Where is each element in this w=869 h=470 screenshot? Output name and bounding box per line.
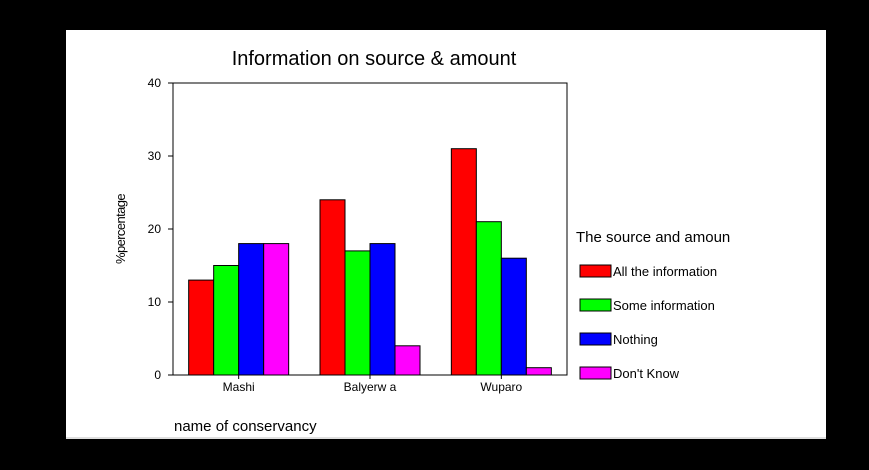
bar-mashi-series-2 [213,265,240,376]
bar-mashi-series-3 [238,243,265,376]
y-axis: 0 10 20 30 40 [148,76,173,382]
x-axis: Mashi Balyerw a Wuparo [223,375,523,394]
bar-mashi-series-1 [188,279,215,376]
legend-label: Some information [613,298,715,313]
x-axis-label: name of conservancy [174,418,317,435]
bar-wuparo-series-1 [450,148,477,376]
bar-wuparo-series-2 [475,221,502,376]
legend-label: Don't Know [613,366,680,381]
y-tick-label: 10 [148,295,162,309]
bar-mashi-series-4 [263,243,290,376]
bar-balyerwa-series-2 [344,250,371,376]
bars-layer [188,148,552,376]
y-tick-label: 30 [148,149,162,163]
bar-balyerwa-series-3 [369,243,396,376]
bar-wuparo-series-3 [500,257,527,376]
legend-label: Nothing [613,332,658,347]
legend-label: All the information [613,264,717,279]
legend-swatch [579,298,612,312]
bar-balyerwa-series-1 [319,199,346,376]
x-tick-label: Mashi [223,380,255,394]
y-axis-label: %percentage [113,194,128,264]
bar-wuparo-series-4 [525,367,552,376]
legend-swatch [579,332,612,346]
x-tick-label: Balyerw a [344,380,397,394]
legend-title: The source and amoun [576,229,730,246]
legend-swatch [579,366,612,380]
legend-swatch [579,264,612,278]
y-tick-label: 40 [148,76,162,90]
y-tick-label: 20 [148,222,162,236]
bar-balyerwa-series-4 [394,345,421,376]
y-tick-label: 0 [154,368,161,382]
x-tick-label: Wuparo [480,380,522,394]
chart-title: Information on source & amount [232,48,517,70]
legend: All the information Some information Nothi… [579,264,717,381]
